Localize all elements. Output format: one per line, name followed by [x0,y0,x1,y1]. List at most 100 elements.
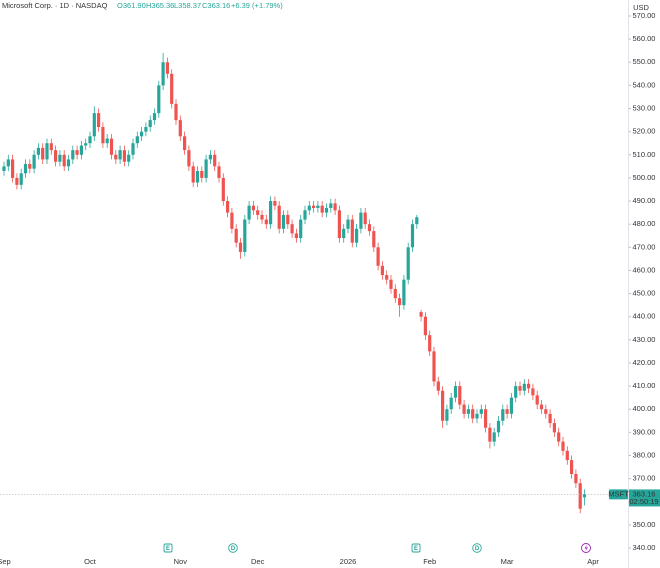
candle-body [165,62,169,74]
event-icon[interactable]: E [163,543,173,553]
event-icon[interactable]: D [472,543,482,553]
candle-body [449,397,453,410]
candle-body [359,212,363,229]
candle-body [432,351,436,382]
candle-body [135,136,139,144]
candle-body [178,120,182,137]
candle-body [2,166,6,171]
event-icon[interactable]: E [411,543,421,553]
x-tick-label: 2026 [340,557,357,566]
candle-body [535,395,539,405]
candle-body [518,386,522,391]
y-tick-label: 380.00 [633,450,656,459]
quote-change: +6.39 (+1.79%) [231,1,283,10]
candle-body [230,212,234,229]
candle-body [226,201,230,213]
y-tick-label: 500.00 [633,173,656,182]
x-tick-label: Sep [0,557,11,566]
candle-body [58,154,62,162]
candle-body [122,150,126,162]
candle-body [303,210,307,220]
candle-body [582,494,587,498]
candle-body [415,217,419,225]
candle-body [578,483,582,509]
candle-body [204,159,208,178]
event-label: D [231,546,236,552]
candle-body [509,397,513,414]
candle-body [389,279,393,289]
candle-body [19,173,23,185]
candle-body [243,219,247,252]
x-tick-label: Mar [501,557,514,566]
y-tick-label: 440.00 [633,312,656,321]
candle-body [544,409,548,414]
candle-body [445,409,449,421]
candle-body [294,233,298,239]
candle-body [195,170,200,183]
candle-body [170,73,174,104]
candle-body [234,228,238,243]
candle-body [11,159,15,178]
quote-low: L358.37 [174,1,201,10]
candle-body [466,409,470,414]
candle-body [45,143,49,160]
candle-body [36,147,40,155]
candle-body [393,288,397,299]
candle-body [398,298,402,306]
candle-body [114,154,118,160]
candle-body [367,224,372,232]
y-tick-label: 530.00 [633,104,656,113]
candle-body [531,388,535,396]
candle-body [75,150,79,155]
candle-body [148,120,152,128]
candle-body [428,335,432,352]
candle-body [441,390,445,421]
candle-body [462,404,466,414]
candle-body [316,205,320,208]
candle-body [131,143,135,155]
y-tick-label: 420.00 [633,358,656,367]
candle-body [350,219,354,243]
x-tick-label: Apr [587,557,599,566]
candle-body [260,214,264,220]
candle-body [488,427,492,442]
candle-body [565,450,569,461]
candle-body [62,154,66,167]
candle-body [423,316,427,336]
candle-body [208,154,212,160]
candle-body [539,404,544,410]
event-icon[interactable]: D [228,543,238,553]
candle-body [514,386,518,398]
candle-body [570,460,574,474]
y-tick-label: 520.00 [633,127,656,136]
candle-body [71,150,75,160]
candle-body [475,413,479,419]
candle-body [105,138,109,144]
y-tick-label: 390.00 [633,427,656,436]
candle-body [307,205,311,211]
event-label: D [475,546,480,552]
candle-body [281,214,286,229]
candle-body [402,279,406,306]
y-tick-label: 340.00 [633,543,656,552]
candle-body [32,154,36,169]
candle-body [66,159,71,167]
candle-body [380,265,384,276]
candle-body [191,166,195,183]
symbol-tag-label: MSFT [608,489,629,498]
candle-body [238,242,243,252]
y-tick-label: 560.00 [633,34,656,43]
event-icon[interactable] [581,543,591,553]
candle-body [372,231,376,248]
candle-body [127,154,131,162]
candle-body [312,205,316,208]
candle-body [97,113,101,128]
candle-body [406,247,410,280]
y-tick-label: 510.00 [633,150,656,159]
candle-body [320,205,324,213]
candle-body [187,150,191,167]
candle-body [264,219,268,225]
candle-body [453,386,458,398]
candle-body [200,170,204,178]
